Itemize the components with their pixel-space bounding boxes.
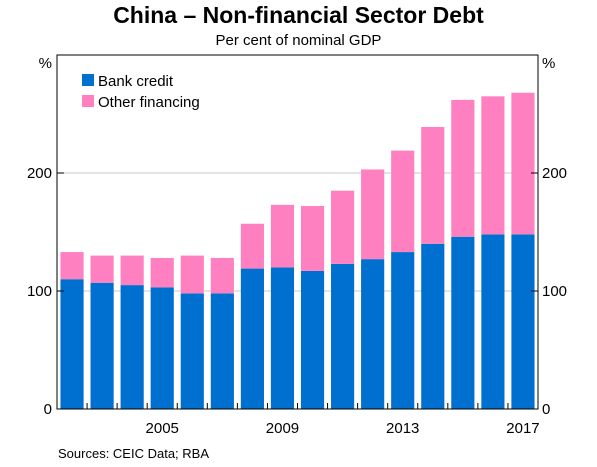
bar-other-financing-2006 <box>180 255 204 294</box>
bar-bank-credit-2008 <box>240 268 264 409</box>
y-tick-label-left-200: 200 <box>27 165 52 182</box>
legend-swatch-1 <box>82 95 94 107</box>
bar-bank-credit-2013 <box>391 252 415 409</box>
bar-bank-credit-2006 <box>180 293 204 409</box>
bar-other-financing-2017 <box>511 92 535 235</box>
bar-bank-credit-2014 <box>421 243 445 409</box>
legend: Bank credit Other financing <box>82 73 200 111</box>
x-tick-label-2017: 2017 <box>506 420 539 437</box>
axis-labels: 0 0 100 100 200 200 2005 2009 2013 2017%% <box>27 55 567 437</box>
x-tick-label-2005: 2005 <box>146 420 179 437</box>
bars <box>60 92 535 409</box>
bar-bank-credit-2009 <box>270 267 295 409</box>
bar-other-financing-2003 <box>90 255 114 283</box>
bar-bank-credit-2003 <box>90 282 114 409</box>
bar-other-financing-2008 <box>240 223 264 269</box>
bar-other-financing-2011 <box>331 190 355 264</box>
bar-bank-credit-2012 <box>361 259 385 409</box>
bar-other-financing-2015 <box>451 99 475 237</box>
bar-bank-credit-2007 <box>210 293 234 409</box>
bar-bank-credit-2010 <box>300 270 325 409</box>
bar-other-financing-2005 <box>150 257 174 288</box>
bar-other-financing-2010 <box>300 206 325 271</box>
bar-bank-credit-2015 <box>451 236 475 409</box>
bar-bank-credit-2002 <box>60 279 84 409</box>
x-tick-label-2009: 2009 <box>266 420 299 437</box>
chart-title: China – Non-financial Sector Debt <box>113 2 484 28</box>
bar-other-financing-2009 <box>270 204 295 268</box>
bar-bank-credit-2005 <box>150 287 174 409</box>
bar-other-financing-2012 <box>361 169 385 260</box>
x-tick-label-2013: 2013 <box>386 420 419 437</box>
legend-swatch-0 <box>82 74 94 86</box>
sources-note: Sources: CEIC Data; RBA <box>58 446 209 461</box>
bar-bank-credit-2004 <box>120 285 144 409</box>
legend-label-1: Other financing <box>98 94 200 111</box>
bar-bank-credit-2016 <box>481 234 505 409</box>
bar-other-financing-2014 <box>421 126 445 244</box>
legend-label-0: Bank credit <box>98 73 174 90</box>
y-axis-unit-left: % <box>39 55 52 72</box>
y-tick-label-right-200: 200 <box>542 165 567 182</box>
axis-ticks <box>57 172 538 410</box>
bar-other-financing-2004 <box>120 255 144 286</box>
bar-other-financing-2013 <box>391 150 415 253</box>
y-axis-unit-right: % <box>542 55 555 72</box>
bar-other-financing-2002 <box>60 252 84 280</box>
y-tick-label-right-0: 0 <box>542 401 550 418</box>
bar-bank-credit-2011 <box>331 263 355 409</box>
bar-other-financing-2016 <box>481 96 505 235</box>
y-tick-label-right-100: 100 <box>542 283 567 300</box>
chart-subtitle: Per cent of nominal GDP <box>215 32 382 49</box>
bar-bank-credit-2017 <box>511 234 535 409</box>
y-tick-label-left-100: 100 <box>27 283 52 300</box>
y-tick-label-left-0: 0 <box>44 401 52 418</box>
bar-other-financing-2007 <box>210 257 234 294</box>
